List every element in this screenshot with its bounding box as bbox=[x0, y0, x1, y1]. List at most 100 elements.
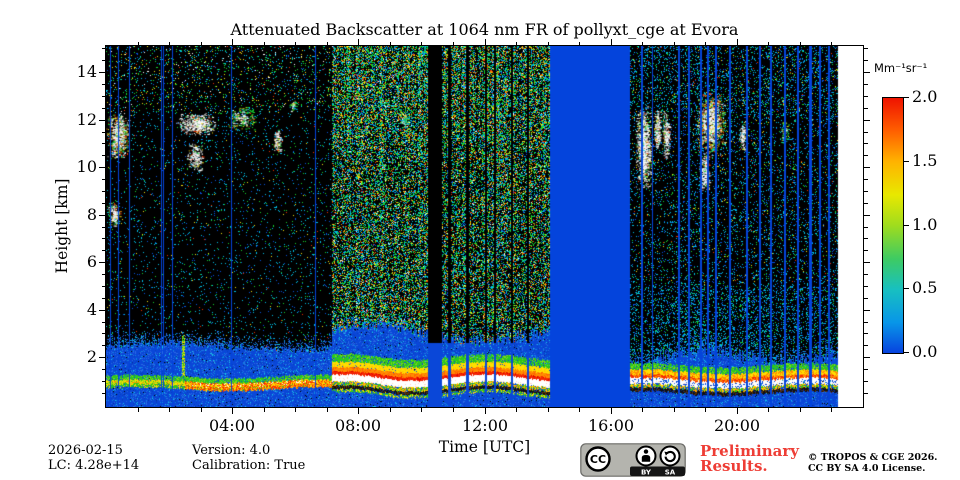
axis-tick bbox=[864, 143, 868, 144]
axis-tick bbox=[101, 333, 105, 334]
axis-tick bbox=[101, 60, 105, 61]
y-tick-label: 6 bbox=[86, 252, 97, 271]
x-tick-label: 04:00 bbox=[208, 416, 256, 435]
by-icon bbox=[635, 445, 657, 467]
axis-tick bbox=[101, 345, 105, 346]
axis-tick bbox=[579, 41, 580, 45]
axis-tick bbox=[99, 310, 105, 311]
axis-tick bbox=[101, 179, 105, 180]
preliminary-line1: Preliminary bbox=[700, 442, 799, 460]
axis-tick bbox=[864, 132, 868, 133]
axis-tick bbox=[101, 286, 105, 287]
x-tick-label: 16:00 bbox=[587, 416, 635, 435]
axis-tick bbox=[864, 60, 868, 61]
axis-tick bbox=[421, 408, 422, 412]
axis-tick bbox=[864, 274, 868, 275]
axis-tick bbox=[485, 39, 486, 45]
badge-by-label: BY bbox=[641, 468, 652, 476]
lidar-constant-label: LC: 4.28e+14 bbox=[48, 458, 140, 473]
axis-tick bbox=[99, 215, 105, 216]
axis-tick bbox=[800, 408, 801, 412]
axis-tick bbox=[579, 408, 580, 412]
x-tick-label: 08:00 bbox=[334, 416, 382, 435]
y-tick-label: 8 bbox=[86, 205, 97, 224]
axis-tick bbox=[705, 408, 706, 412]
axis-tick bbox=[864, 72, 870, 73]
plot-area bbox=[105, 45, 864, 408]
axis-tick bbox=[101, 381, 105, 382]
axis-tick bbox=[737, 39, 738, 45]
axis-tick bbox=[99, 262, 105, 263]
axis-tick bbox=[800, 41, 801, 45]
axis-tick bbox=[831, 41, 832, 45]
axis-tick bbox=[864, 250, 868, 251]
axis-tick bbox=[453, 408, 454, 412]
axis-tick bbox=[864, 298, 868, 299]
axis-tick bbox=[101, 238, 105, 239]
axis-tick bbox=[737, 408, 738, 414]
axis-tick bbox=[864, 108, 868, 109]
y-tick-label: 10 bbox=[76, 157, 97, 176]
colorbar-gradient bbox=[882, 97, 904, 354]
colorbar-tick-label: 0.5 bbox=[912, 278, 938, 297]
axis-tick bbox=[101, 322, 105, 323]
calibration-label: Calibration: True bbox=[192, 458, 306, 473]
axis-tick bbox=[101, 298, 105, 299]
axis-tick bbox=[101, 96, 105, 97]
preliminary-note: Preliminary Results. bbox=[700, 444, 799, 474]
axis-tick bbox=[201, 408, 202, 412]
axis-tick bbox=[548, 41, 549, 45]
axis-tick bbox=[327, 408, 328, 412]
x-tick-label: 12:00 bbox=[461, 416, 509, 435]
x-tick-label: 20:00 bbox=[713, 416, 761, 435]
axis-tick bbox=[101, 48, 105, 49]
axis-tick bbox=[642, 408, 643, 412]
axis-tick bbox=[138, 41, 139, 45]
axis-tick bbox=[864, 84, 868, 85]
axis-tick bbox=[864, 227, 868, 228]
colorbar-tick-label: 1.0 bbox=[912, 215, 938, 234]
axis-tick bbox=[864, 48, 868, 49]
axis-tick bbox=[169, 408, 170, 412]
axis-tick bbox=[904, 97, 909, 98]
axis-tick bbox=[358, 408, 359, 414]
axis-tick bbox=[642, 41, 643, 45]
axis-tick bbox=[101, 143, 105, 144]
axis-tick bbox=[101, 132, 105, 133]
axis-tick bbox=[864, 369, 868, 370]
axis-tick bbox=[99, 357, 105, 358]
axis-tick bbox=[674, 408, 675, 412]
axis-tick bbox=[101, 108, 105, 109]
preliminary-line2: Results. bbox=[700, 457, 768, 475]
axis-tick bbox=[101, 250, 105, 251]
copyright-note: © TROPOS & CGE 2026. CC BY SA 4.0 Licens… bbox=[808, 452, 938, 474]
axis-tick bbox=[264, 408, 265, 412]
axis-tick bbox=[864, 167, 870, 168]
colorbar-tick-label: 2.0 bbox=[912, 87, 938, 106]
y-tick-label: 4 bbox=[86, 300, 97, 319]
axis-tick bbox=[99, 72, 105, 73]
axis-tick bbox=[101, 203, 105, 204]
axis-tick bbox=[904, 225, 909, 226]
badge-strip bbox=[630, 466, 685, 476]
axis-tick bbox=[864, 286, 868, 287]
axis-tick bbox=[99, 167, 105, 168]
axis-tick bbox=[232, 408, 233, 414]
heatmap-canvas bbox=[106, 46, 863, 407]
axis-tick bbox=[101, 191, 105, 192]
axis-tick bbox=[864, 322, 868, 323]
axis-tick bbox=[390, 408, 391, 412]
axis-tick bbox=[101, 274, 105, 275]
colorbar-tick-label: 0.0 bbox=[912, 342, 938, 361]
axis-tick bbox=[169, 41, 170, 45]
axis-tick bbox=[101, 369, 105, 370]
axis-tick bbox=[101, 227, 105, 228]
date-label: 2026-02-15 bbox=[48, 443, 123, 458]
axis-tick bbox=[864, 393, 868, 394]
axis-tick bbox=[295, 41, 296, 45]
axis-tick bbox=[516, 408, 517, 412]
axis-tick bbox=[768, 408, 769, 412]
axis-tick bbox=[101, 393, 105, 394]
svg-text:CC: CC bbox=[590, 453, 606, 466]
